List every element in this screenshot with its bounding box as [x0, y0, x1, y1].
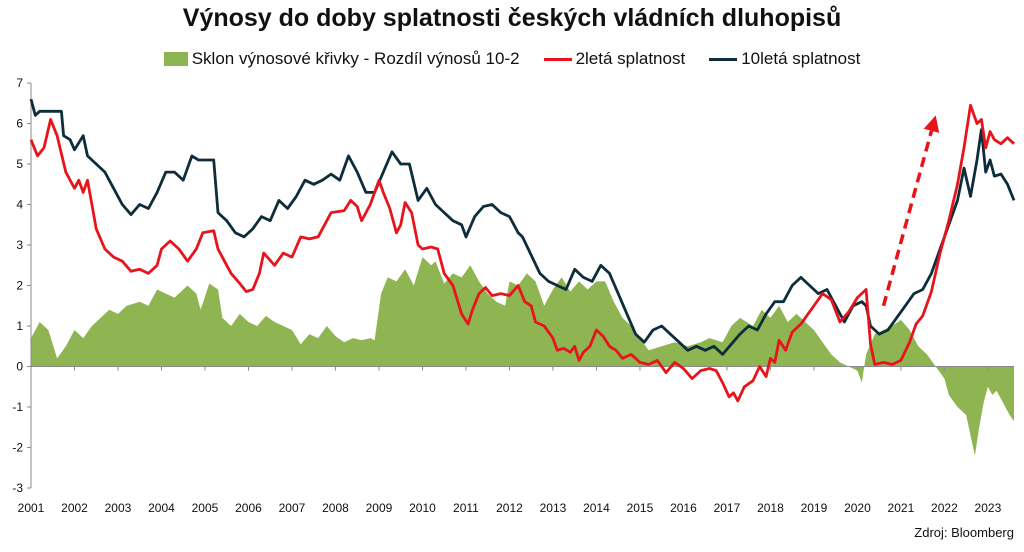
legend-item-10y: 10letá splatnost [709, 49, 860, 69]
x-tick-label: 2005 [192, 501, 219, 515]
y-tick-label: 3 [16, 238, 23, 252]
trend-arrow-shaft [881, 130, 934, 307]
x-tick-label: 2011 [453, 501, 479, 515]
x-tick-label: 2022 [931, 501, 958, 515]
x-tick-label: 2009 [366, 501, 393, 515]
y-tick-label: 4 [16, 198, 23, 212]
x-tick-label: 2015 [627, 501, 654, 515]
series-line-2y [29, 103, 1015, 403]
y-tick-label: 0 [16, 360, 23, 374]
y-tick-label: 6 [16, 117, 23, 131]
trend-arrow-head [923, 115, 940, 133]
legend-label-10y: 10letá splatnost [741, 49, 861, 68]
legend-label-spread: Sklon výnosové křivky - Rozdíl výnosů 10… [191, 49, 520, 68]
legend: Sklon výnosové křivky - Rozdíl výnosů 10… [0, 49, 1024, 69]
x-tick-label: 2001 [18, 501, 45, 515]
x-tick-label: 2013 [540, 501, 567, 515]
y-tick-label: -1 [12, 400, 23, 414]
y-tick-label: 1 [16, 319, 23, 333]
x-tick-label: 2017 [714, 501, 741, 515]
legend-item-spread: Sklon výnosové křivky - Rozdíl výnosů 10… [163, 49, 520, 69]
y-tick-label: -3 [12, 481, 23, 495]
chart-title: Výnosy do doby splatnosti českých vládní… [182, 4, 842, 32]
legend-swatch-2y [543, 57, 572, 61]
x-tick-label: 2007 [279, 501, 306, 515]
source-note: Zdroj: Bloomberg [914, 525, 1014, 540]
series-area-spread [31, 257, 1014, 456]
x-tick-label: 2014 [583, 501, 610, 515]
x-tick-label: 2012 [496, 501, 523, 515]
y-tick-label: 2 [16, 279, 23, 293]
x-tick-label: 2020 [844, 501, 871, 515]
x-tick-label: 2018 [757, 501, 784, 515]
x-tick-label: 2002 [61, 501, 88, 515]
legend-label-2y: 2letá splatnost [575, 49, 686, 68]
legend-swatch-10y [709, 57, 738, 61]
y-tick-label: -2 [12, 441, 23, 455]
x-tick-label: 2016 [670, 501, 697, 515]
y-tick-label: 7 [16, 76, 23, 90]
x-tick-label: 2019 [801, 501, 828, 515]
x-tick-label: 2003 [105, 501, 132, 515]
x-tick-label: 2021 [888, 501, 915, 515]
y-tick-label: 5 [16, 157, 23, 171]
x-tick-label: 2010 [409, 501, 436, 515]
x-tick-label: 2004 [148, 501, 175, 515]
legend-swatch-spread [163, 52, 188, 66]
x-tick-label: 2023 [975, 501, 1002, 515]
x-tick-label: 2006 [235, 501, 262, 515]
x-tick-label: 2008 [322, 501, 349, 515]
legend-item-2y: 2letá splatnost [543, 49, 686, 69]
